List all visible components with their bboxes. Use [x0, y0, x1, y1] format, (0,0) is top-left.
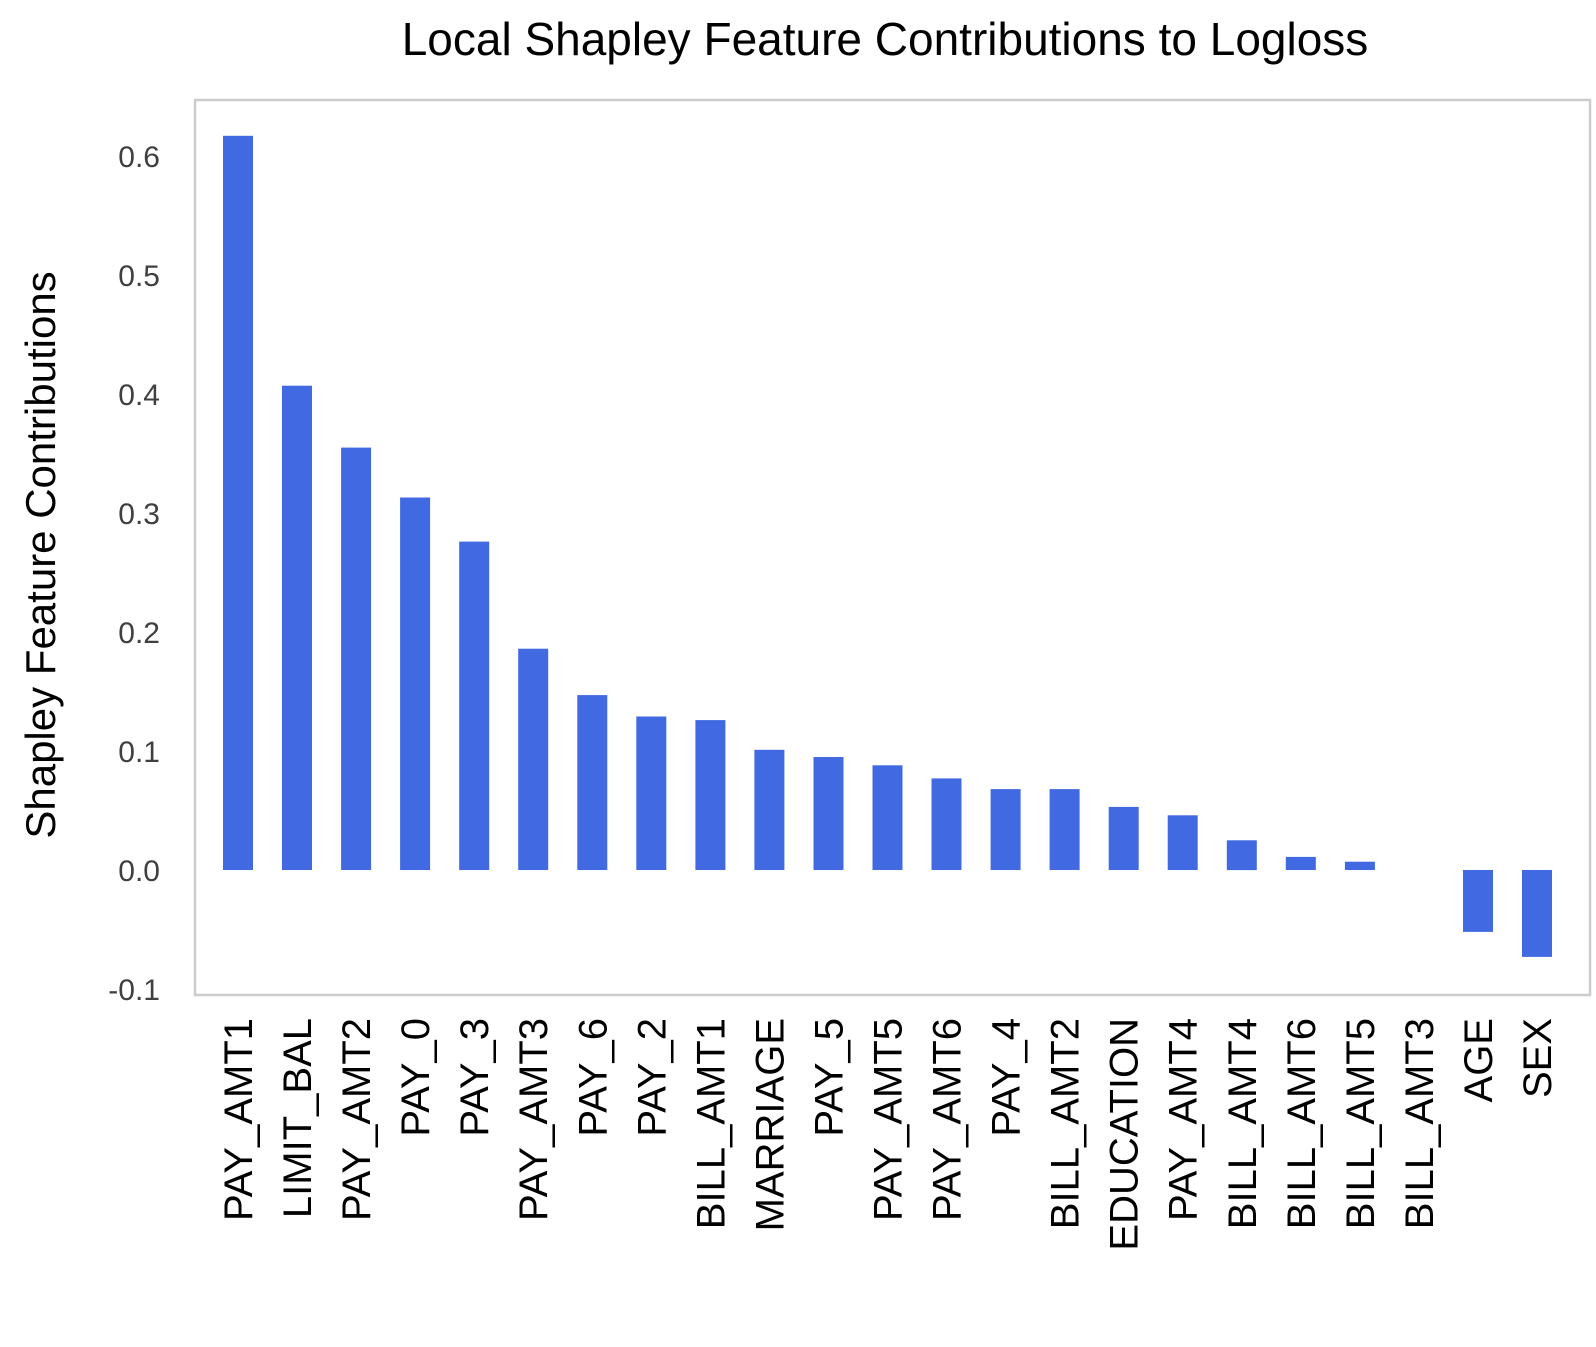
bar-pay-5: [813, 757, 844, 870]
x-tick-label: PAY_4: [985, 1018, 1029, 1137]
y-tick-label: 0.0: [118, 855, 160, 888]
y-axis-label: Shapley Feature Contributions: [17, 271, 64, 838]
y-tick-label: -0.1: [108, 974, 160, 1007]
bar-pay-4: [990, 789, 1021, 870]
y-tick-labels: -0.1 0.0 0.1 0.2 0.3 0.4 0.5 0.6: [108, 141, 160, 1007]
bars: [223, 135, 1552, 957]
x-tick-label: PAY_AMT3: [512, 1018, 556, 1221]
x-tick-label: PAY_AMT4: [1162, 1018, 1206, 1221]
x-tick-label: BILL_AMT2: [1044, 1018, 1088, 1229]
y-tick-label: 0.6: [118, 141, 160, 174]
x-tick-label: AGE: [1457, 1018, 1501, 1102]
bar-pay-0: [400, 497, 431, 870]
x-tick-label: BILL_AMT3: [1398, 1018, 1442, 1229]
y-tick-label: 0.4: [118, 379, 160, 412]
x-tick-label: PAY_2: [630, 1018, 674, 1137]
bar-bill-amt2: [1049, 789, 1080, 870]
bar-pay-amt4: [1167, 815, 1198, 870]
x-tick-label: BILL_AMT6: [1280, 1018, 1324, 1229]
bar-pay-amt5: [872, 765, 903, 870]
x-tick-label: PAY_3: [453, 1018, 497, 1137]
x-tick-label: SEX: [1516, 1018, 1560, 1098]
bar-pay-amt3: [518, 648, 549, 870]
bar-bill-amt6: [1285, 856, 1316, 870]
x-tick-label: BILL_AMT4: [1221, 1018, 1265, 1229]
y-tick-label: 0.2: [118, 617, 160, 650]
bar-bill-amt4: [1226, 840, 1257, 871]
x-tick-labels: PAY_AMT1 LIMIT_BAL PAY_AMT2 PAY_0 PAY_3 PAY_A…: [217, 1018, 1560, 1251]
bar-sex: [1522, 870, 1552, 957]
bar-pay-6: [577, 695, 608, 870]
plot-frame: [193, 98, 1592, 997]
x-tick-label: PAY_0: [394, 1018, 438, 1137]
x-tick-label: LIMIT_BAL: [276, 1018, 320, 1218]
bar-limit-bal: [282, 385, 312, 870]
x-tick-label: EDUCATION: [1103, 1018, 1147, 1251]
x-tick-label: BILL_AMT1: [689, 1018, 733, 1229]
x-tick-label: MARRIAGE: [748, 1018, 792, 1231]
bar-marriage: [754, 749, 785, 870]
bar-pay-amt6: [931, 778, 962, 870]
y-tick-label: 0.1: [118, 736, 160, 769]
x-tick-label: PAY_AMT2: [335, 1018, 379, 1221]
bar-pay-amt1: [223, 135, 253, 871]
bar-bill-amt1: [695, 720, 726, 870]
chart-title: Local Shapley Feature Contributions to L…: [402, 13, 1369, 65]
bar-education: [1108, 806, 1139, 870]
x-tick-label: BILL_AMT5: [1339, 1018, 1383, 1229]
y-tick-label: 0.3: [118, 498, 160, 531]
x-tick-label: PAY_5: [808, 1018, 852, 1137]
bar-pay-3: [459, 541, 490, 870]
bar-age: [1463, 870, 1493, 932]
bar-bill-amt5: [1344, 861, 1375, 870]
bar-pay-amt2: [341, 447, 372, 870]
x-tick-label: PAY_6: [571, 1018, 615, 1137]
x-tick-label: PAY_AMT1: [217, 1018, 261, 1221]
y-tick-label: 0.5: [118, 260, 160, 293]
bar-pay-2: [636, 716, 667, 870]
x-tick-label: PAY_AMT6: [926, 1018, 970, 1221]
x-tick-label: PAY_AMT5: [867, 1018, 911, 1221]
